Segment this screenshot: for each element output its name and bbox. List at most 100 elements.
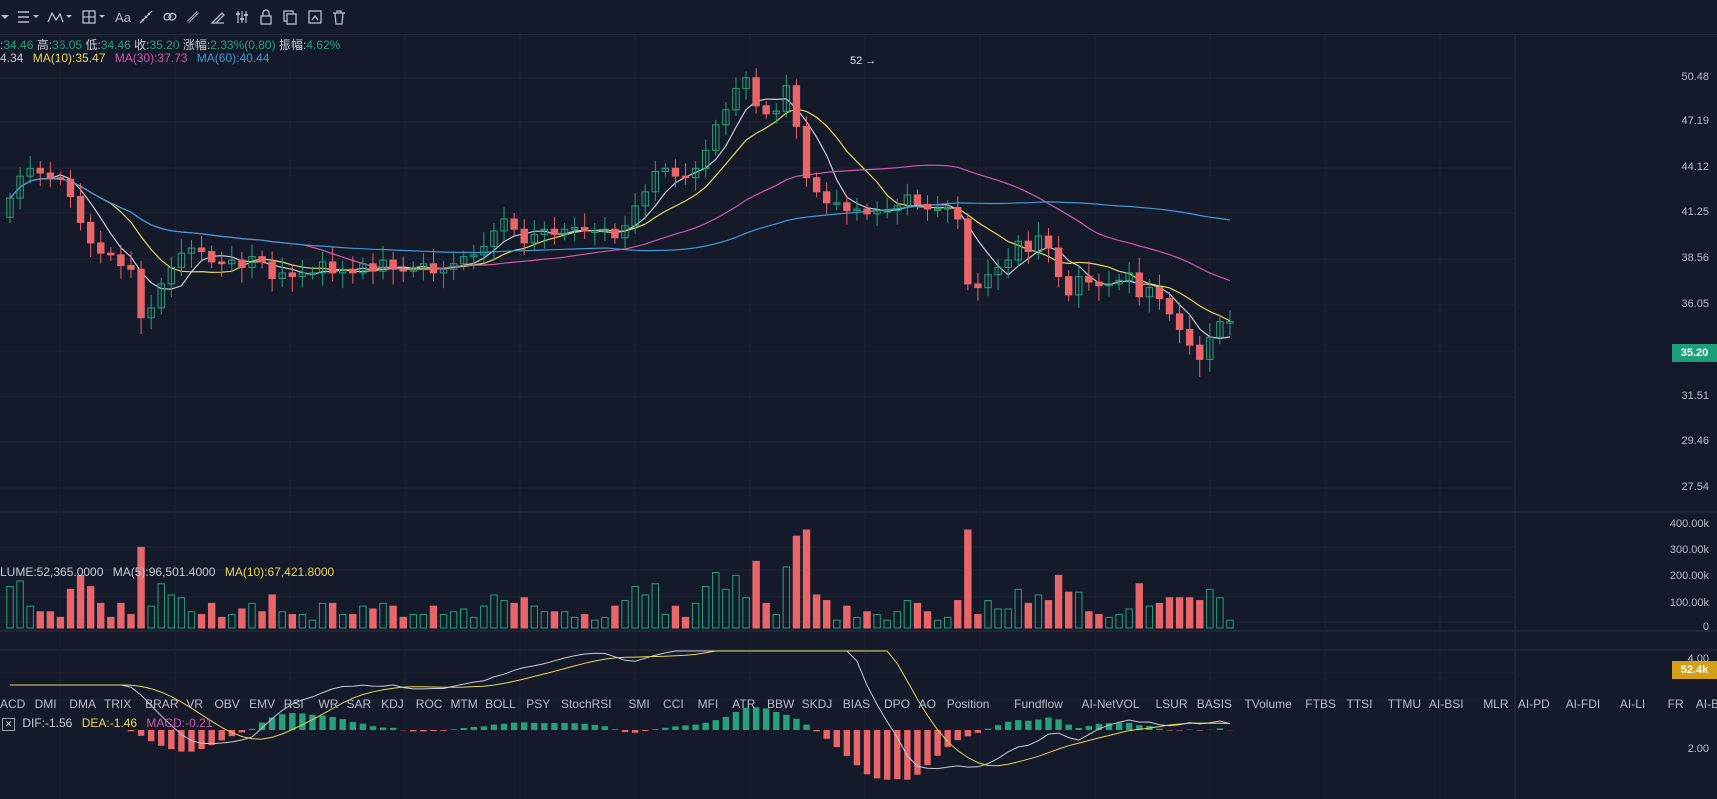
- indicator-tab-mlr[interactable]: MLR: [1483, 697, 1509, 711]
- chevron-down-icon[interactable]: [0, 6, 10, 28]
- indicator-tab-dpo[interactable]: DPO: [884, 697, 911, 711]
- indicator-tab-ai-netvol[interactable]: AI-NetVOL: [1081, 697, 1140, 711]
- indicator-tab-brar[interactable]: BRAR: [145, 697, 179, 711]
- candle-body: [86, 221, 95, 244]
- candle-body: [792, 85, 801, 127]
- indicator-tab-fr[interactable]: FR: [1667, 697, 1684, 711]
- candle-body: [117, 254, 125, 267]
- trash-icon[interactable]: [329, 6, 349, 28]
- menu-lines-icon[interactable]: [14, 6, 42, 28]
- indicator-tab-trix[interactable]: TRIX: [103, 697, 132, 711]
- candle-body: [228, 259, 236, 265]
- volume-bar: [177, 597, 186, 629]
- candle-body: [510, 218, 518, 230]
- eraser-icon[interactable]: [208, 6, 228, 28]
- macd-bar: [490, 724, 498, 730]
- indicator-tab-bias[interactable]: BIAS: [842, 697, 871, 711]
- macd-bar: [147, 730, 155, 742]
- candle-body: [994, 266, 1002, 276]
- macd-bar: [813, 730, 820, 732]
- indicator-tab-dmi[interactable]: DMI: [34, 697, 57, 711]
- indicator-tab-ttsi[interactable]: TTSI: [1346, 697, 1373, 711]
- volume-bar: [1196, 600, 1204, 629]
- candle-body: [1125, 272, 1133, 281]
- macd-bar: [339, 719, 346, 730]
- macd-bar: [924, 730, 931, 766]
- candle-body: [107, 252, 115, 256]
- candle-body: [863, 208, 871, 215]
- volume-bar: [1004, 608, 1012, 629]
- volume-bar: [147, 605, 155, 629]
- indicator-tab-ai-bsi[interactable]: AI-BSI: [1428, 697, 1464, 711]
- indicator-tab-wr[interactable]: WR: [318, 697, 339, 711]
- candle-body: [1064, 276, 1073, 296]
- indicator-tab-basis[interactable]: BASIS: [1196, 697, 1233, 711]
- indicator-tab-ai-pd[interactable]: AI-PD: [1517, 697, 1550, 711]
- volume-bar: [560, 611, 569, 629]
- indicator-tab-kdj[interactable]: KDJ: [381, 697, 404, 711]
- indicator-tab-ai-bst[interactable]: AI-BST: [1695, 697, 1717, 711]
- open-prefix: :: [0, 38, 4, 52]
- candle-body: [218, 261, 226, 265]
- pencil-ruler-icon[interactable]: [136, 6, 156, 28]
- macd-bar: [1045, 717, 1052, 730]
- indicator-tab-ai-fdi[interactable]: AI-FDI: [1565, 697, 1601, 711]
- indicator-tab-psy[interactable]: PSY: [526, 697, 551, 711]
- macd-bar: [1015, 720, 1022, 730]
- candle-body: [722, 109, 730, 126]
- lock-icon[interactable]: [256, 6, 276, 28]
- indicator-tab-ftbs[interactable]: FTBS: [1305, 697, 1336, 711]
- candle-body: [812, 177, 821, 193]
- indicator-tab-emv[interactable]: EMV: [249, 697, 276, 711]
- candle-body: [46, 172, 55, 179]
- indicator-tab-mtm[interactable]: MTM: [450, 697, 478, 711]
- link-icon[interactable]: [160, 6, 180, 28]
- indicator-tab-ai-li[interactable]: AI-LI: [1619, 697, 1646, 711]
- indicator-tab-obv[interactable]: OBV: [214, 697, 240, 711]
- indicator-tab-fundflow[interactable]: Fundflow: [1014, 697, 1063, 711]
- macd-bar: [329, 716, 336, 730]
- ruler-icon[interactable]: [183, 6, 203, 28]
- screenshot-icon[interactable]: [305, 6, 325, 28]
- macd-bar: [369, 726, 377, 730]
- close-icon[interactable]: ✕: [2, 718, 15, 731]
- indicator-tab-boll[interactable]: BOLL: [485, 697, 516, 711]
- indicator-tab-rsi[interactable]: RSI: [283, 697, 304, 711]
- indicator-tab-atr[interactable]: ATR: [732, 697, 756, 711]
- indicator-tab-acd[interactable]: ACD: [0, 697, 26, 711]
- indicator-tab-position[interactable]: Position: [946, 697, 990, 711]
- indicator-tab-dma[interactable]: DMA: [69, 697, 96, 711]
- indicator-tab-skdj[interactable]: SKDJ: [801, 697, 833, 711]
- volume-bar: [772, 614, 780, 629]
- price-tick-label: 47.19: [1681, 115, 1709, 127]
- ma5-line: [9, 98, 1231, 340]
- indicator-tab-stochrsi[interactable]: StochRSI: [560, 697, 612, 711]
- crosshair-icon[interactable]: [80, 6, 108, 28]
- indicator-tab-lsur[interactable]: LSUR: [1155, 697, 1188, 711]
- candle-body: [76, 196, 85, 223]
- candle-body: [601, 228, 609, 232]
- indicator-tab-cci[interactable]: CCI: [663, 697, 684, 711]
- macd-bar: [1156, 728, 1163, 730]
- volume-bar: [651, 583, 659, 629]
- macd-bar: [662, 727, 669, 730]
- indicator-tab-sar[interactable]: SAR: [346, 697, 372, 711]
- indicator-tab-vr[interactable]: VR: [186, 697, 204, 711]
- volume-bar: [480, 605, 488, 629]
- indicator-tab-bbw[interactable]: BBW: [766, 697, 795, 711]
- indicator-tab-ao[interactable]: AO: [918, 697, 936, 711]
- indicator-tab-smi[interactable]: SMI: [628, 697, 650, 711]
- indicator-tab-roc[interactable]: ROC: [415, 697, 443, 711]
- dif-line: [10, 650, 1231, 770]
- indicator-tab-mfi[interactable]: MFI: [697, 697, 719, 711]
- candle-body: [591, 230, 599, 233]
- adjust-sliders-icon[interactable]: [232, 6, 252, 28]
- volume-bar: [349, 614, 357, 629]
- text-icon[interactable]: Aa: [112, 6, 134, 28]
- wave-lines-icon[interactable]: [46, 6, 74, 28]
- indicator-tab-tvolume[interactable]: TVolume: [1244, 697, 1292, 711]
- volume-bar: [863, 611, 871, 629]
- copy-icon[interactable]: [280, 6, 300, 28]
- indicator-tab-ttmu[interactable]: TTMU: [1387, 697, 1422, 711]
